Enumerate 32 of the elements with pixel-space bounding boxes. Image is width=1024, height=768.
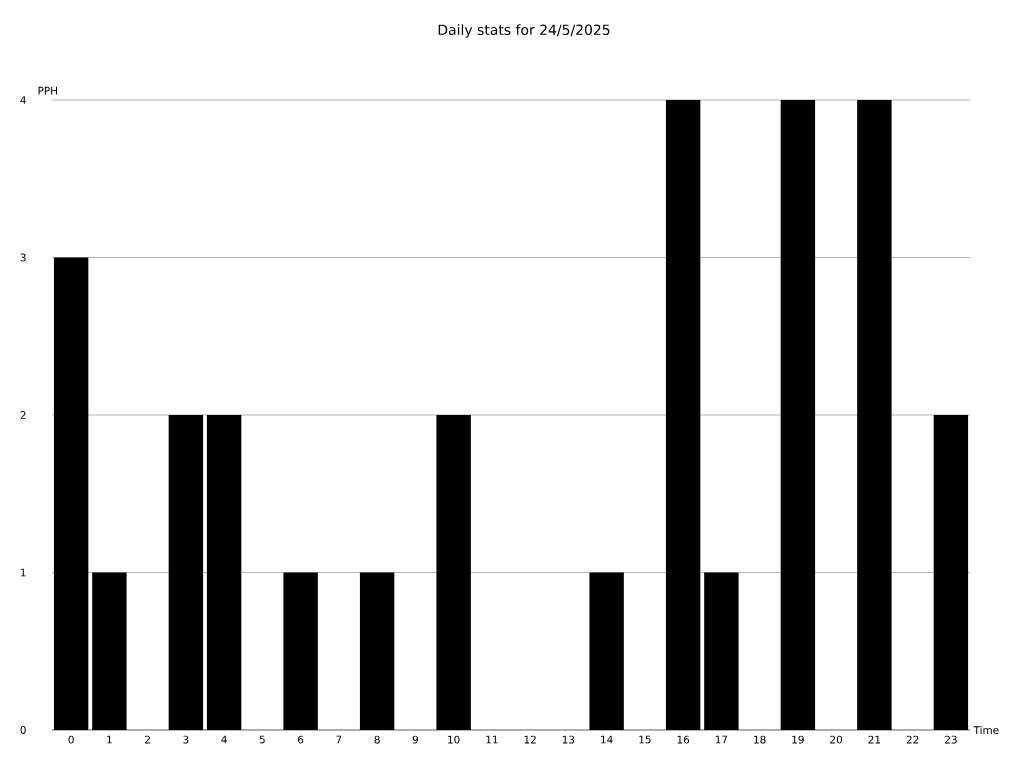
- x-tick-label: 6: [298, 735, 304, 744]
- chart-title: Daily stats for 24/5/2025: [438, 24, 610, 38]
- x-tick-label: 7: [336, 735, 342, 744]
- x-tick-label: 2: [145, 735, 150, 744]
- y-tick-label: 2: [20, 411, 26, 419]
- y-tick-label: 0: [20, 726, 26, 734]
- x-tick-label: 10: [448, 735, 460, 744]
- x-axis-title: Time: [973, 725, 999, 735]
- x-tick-label: 17: [715, 735, 728, 744]
- x-tick-label: 4: [221, 735, 227, 744]
- y-tick-label: 1: [20, 568, 26, 577]
- x-tick-label: 16: [677, 735, 690, 744]
- x-tick-label: 18: [754, 735, 766, 744]
- x-tick-label: 15: [639, 735, 651, 744]
- y-axis-title: PPH: [38, 86, 57, 95]
- x-tick-label: 13: [562, 735, 575, 744]
- x-tick-label: 21: [868, 735, 881, 744]
- x-tick-label: 19: [792, 735, 804, 744]
- x-tick-label: 1: [107, 735, 112, 744]
- y-tick-label: 3: [20, 253, 26, 262]
- x-tick-label: 12: [524, 735, 536, 744]
- x-tick-label: 23: [945, 735, 957, 744]
- x-tick-label: 20: [830, 735, 843, 744]
- x-tick-label: 9: [412, 735, 418, 744]
- x-tick-label: 3: [183, 735, 189, 744]
- x-tick-label: 22: [906, 735, 919, 744]
- x-tick-label: 5: [259, 735, 265, 744]
- x-tick-label: 8: [374, 735, 380, 744]
- y-tick-label: 4: [20, 96, 26, 104]
- x-tick-label: 0: [68, 735, 74, 744]
- x-tick-label: 11: [486, 735, 498, 744]
- x-tick-label: 14: [601, 735, 613, 744]
